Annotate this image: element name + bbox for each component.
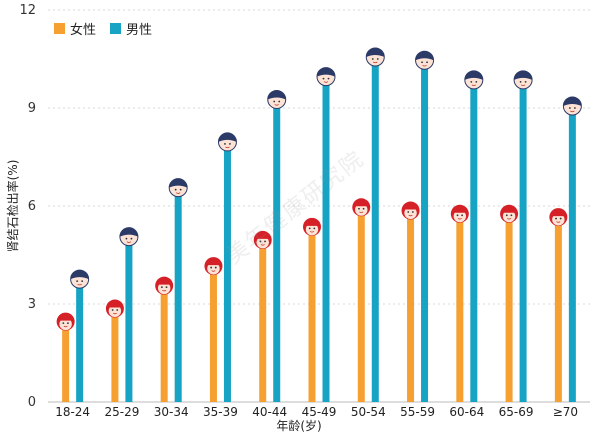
legend: 女性 男性 <box>54 19 152 38</box>
x-tick-label: 60-64 <box>449 405 484 419</box>
bar-female <box>308 228 316 402</box>
boy-face-icon <box>267 89 287 109</box>
legend-label-male: 男性 <box>126 23 153 38</box>
girl-face-icon <box>352 198 371 217</box>
bar-female <box>160 287 168 402</box>
legend-swatch-female <box>54 23 65 34</box>
girl-face-icon <box>253 230 272 249</box>
girl-face-icon <box>105 299 124 318</box>
bar-male <box>421 62 429 403</box>
girl-face-icon <box>549 208 568 227</box>
bar-female <box>505 215 513 402</box>
boy-face-icon <box>562 96 582 116</box>
bar-male <box>273 101 281 402</box>
legend-item-female: 女性 <box>54 19 96 38</box>
bar-female <box>209 268 217 402</box>
x-tick-label: 18-24 <box>55 405 90 419</box>
bar-female <box>62 323 70 402</box>
boy-face-icon <box>513 70 533 90</box>
bar-male <box>125 238 133 402</box>
y-tick-label: 0 <box>28 395 36 410</box>
legend-label-female: 女性 <box>70 23 97 38</box>
girl-face-icon <box>56 312 75 331</box>
x-tick-label: 65-69 <box>499 405 534 419</box>
bar-male <box>76 281 84 402</box>
x-tick-label: 55-59 <box>400 405 435 419</box>
boy-face-icon <box>217 132 237 152</box>
boy-face-icon <box>365 47 385 67</box>
bar-female <box>259 241 267 402</box>
girl-face-icon <box>303 217 321 236</box>
bar-male <box>322 78 330 402</box>
bar-male <box>371 59 379 402</box>
x-tick-label: 50-54 <box>351 405 386 419</box>
y-tick-label: 9 <box>28 101 36 116</box>
x-tick-label: 40-44 <box>252 405 287 419</box>
girl-face-icon <box>500 204 519 223</box>
y-axis-label: 肾结石检出率(%) <box>5 160 20 253</box>
bar-female <box>111 310 119 402</box>
boy-face-icon <box>119 227 139 247</box>
x-tick-label: 30-34 <box>154 405 189 419</box>
girl-face-icon <box>204 257 223 276</box>
bar-female <box>456 215 464 402</box>
y-tick-label: 6 <box>28 199 36 214</box>
x-axis-label: 年龄(岁) <box>276 418 321 433</box>
bar-male <box>223 143 231 402</box>
boy-face-icon <box>415 50 435 70</box>
girl-face-icon <box>155 276 174 295</box>
boy-face-icon <box>168 178 188 198</box>
bar-female <box>407 212 415 402</box>
bar-male <box>519 81 527 402</box>
boy-face-icon <box>464 70 484 90</box>
bar-male <box>568 108 576 402</box>
legend-item-male: 男性 <box>110 19 152 38</box>
boy-face-icon <box>70 269 90 289</box>
x-tick-label: 25-29 <box>104 405 139 419</box>
x-tick-label: 45-49 <box>302 405 337 419</box>
bar-male <box>174 189 182 402</box>
legend-swatch-male <box>110 23 122 34</box>
y-tick-label: 3 <box>28 297 36 312</box>
girl-face-icon <box>450 204 469 223</box>
girl-face-icon <box>401 201 420 220</box>
y-tick-label: 12 <box>19 3 36 18</box>
boy-face-icon <box>316 67 336 87</box>
bar-male <box>470 81 478 402</box>
x-tick-label: ≥70 <box>553 405 578 419</box>
x-tick-label: 35-39 <box>203 405 238 419</box>
bar-female <box>357 209 365 402</box>
bar-female <box>554 219 562 402</box>
